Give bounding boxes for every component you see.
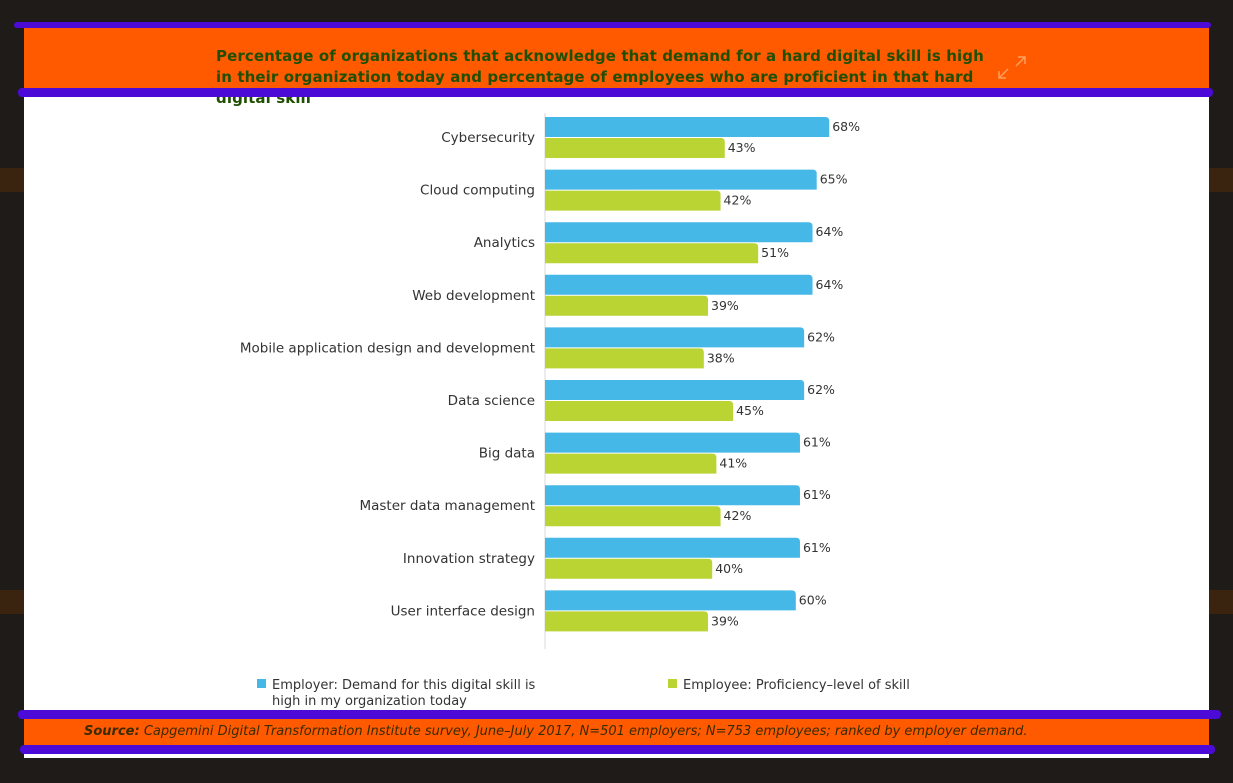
value-label-employee: 38%: [707, 350, 735, 365]
value-label-employee: 40%: [715, 561, 743, 576]
expand-icon[interactable]: [996, 54, 1028, 82]
bar-employer: [545, 274, 813, 295]
value-label-employee: 39%: [711, 613, 739, 628]
value-label-employee: 45%: [736, 403, 764, 418]
value-label-employee: 42%: [724, 508, 752, 523]
category-label: Cybersecurity: [441, 130, 535, 146]
value-label-employer: 61%: [803, 435, 831, 450]
source-text: Capgemini Digital Transformation Institu…: [139, 724, 1028, 739]
value-label-employee: 41%: [719, 456, 747, 471]
bar-employer: [545, 432, 800, 453]
bar-employer: [545, 169, 817, 190]
source-note: Source: Capgemini Digital Transformation…: [84, 724, 1028, 739]
bar-employer: [545, 117, 830, 137]
category-label: Web development: [412, 288, 535, 304]
category-label: Data science: [448, 393, 535, 409]
category-label: User interface design: [391, 603, 535, 619]
bar-employer: [545, 537, 800, 558]
category-label: Cloud computing: [420, 183, 535, 199]
value-label-employer: 64%: [816, 224, 844, 239]
bar-employer: [545, 222, 813, 243]
bar-employer: [545, 380, 805, 400]
value-label-employer: 68%: [832, 119, 860, 134]
source-banner: [24, 718, 1209, 748]
value-label-employee: 39%: [711, 298, 739, 313]
value-label-employer: 60%: [799, 592, 827, 607]
category-label: Master data management: [359, 498, 535, 514]
value-label-employer: 61%: [803, 487, 831, 502]
title-bottom-rule: [18, 88, 1213, 97]
value-label-employer: 65%: [820, 172, 848, 187]
value-label-employee: 42%: [724, 193, 752, 208]
legend-swatch-employee: [668, 679, 677, 688]
bar-employee: [545, 348, 704, 369]
source-top-rule: [18, 710, 1221, 719]
bar-employer: [545, 590, 796, 611]
bar-employee: [545, 138, 725, 158]
value-label-employer: 62%: [807, 329, 835, 344]
value-label-employee: 43%: [728, 140, 756, 155]
bar-employer: [545, 327, 805, 348]
title-banner: [24, 28, 1209, 92]
source-bottom-rule: [20, 745, 1215, 754]
value-label-employer: 61%: [803, 540, 831, 555]
category-label: Big data: [479, 446, 535, 462]
bar-employee: [545, 558, 713, 579]
legend-label-employer-line2: high in my organization today: [272, 694, 467, 709]
bar-employee: [545, 190, 721, 211]
category-label: Analytics: [474, 235, 535, 251]
value-label-employer: 62%: [807, 382, 835, 397]
bar-employer: [545, 485, 800, 506]
bar-employee: [545, 401, 734, 421]
legend-swatch-employer: [257, 679, 266, 688]
bar-employee: [545, 453, 717, 474]
category-label: Mobile application design and developmen…: [240, 340, 535, 356]
legend-employer: Employer: Demand for this digital skill …: [257, 678, 535, 710]
value-label-employer: 64%: [816, 277, 844, 292]
bar-employee: [545, 243, 759, 264]
bar-employee: [545, 611, 709, 632]
legend-label-employer-line1: Employer: Demand for this digital skill …: [272, 678, 536, 693]
value-label-employee: 51%: [761, 245, 789, 260]
source-label: Source:: [84, 724, 140, 739]
category-label: Innovation strategy: [403, 551, 535, 567]
bar-employee: [545, 295, 709, 316]
bar-employee: [545, 506, 721, 527]
title-top-rule: [14, 22, 1211, 28]
legend-employee: Employee: Proficiency–level of skill: [668, 678, 910, 694]
legend-label-employee: Employee: Proficiency–level of skill: [683, 678, 910, 693]
